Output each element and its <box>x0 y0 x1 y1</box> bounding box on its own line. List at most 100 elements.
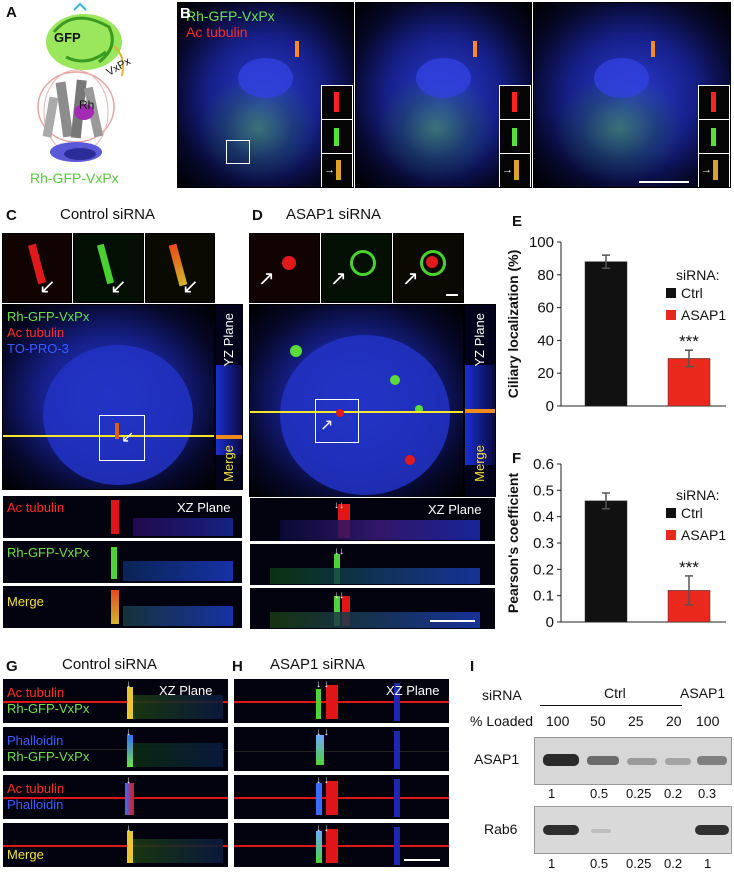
panel-h-xz-label: XZ Plane <box>386 683 440 698</box>
panel-b-image-3: → <box>533 2 731 188</box>
chart-e-legend-title: siRNA: <box>676 267 720 283</box>
panel-h-strip-2: ↓ ↓ <box>233 726 450 772</box>
blot-rab6-quant-1: 1 <box>548 856 556 871</box>
panel-c-inset-merge: ↙ <box>145 233 215 303</box>
chart-f-y-tick-label: 0 <box>546 614 554 631</box>
chart-e-legend-label-ctrl: Ctrl <box>681 285 703 301</box>
panel-g-strip-4-label: Merge <box>7 847 44 862</box>
blot-asap1-image <box>534 737 732 785</box>
panel-d-xz-label: XZ Plane <box>428 502 482 517</box>
panel-letter-d: D <box>252 207 263 224</box>
gfp-domain-label: GFP <box>54 30 81 45</box>
panel-c-strip-2-label: Rh-GFP-VxPx <box>7 545 90 560</box>
panel-d-yz-label: YZ Plane <box>472 313 487 367</box>
blot-asap1-quant-5: 0.3 <box>698 786 717 801</box>
blot-asap1-quant-1: 1 <box>548 786 556 801</box>
panel-letter-b: B <box>180 5 191 22</box>
scale-bar <box>404 859 440 861</box>
panel-d-strip-3: ↓↓ <box>249 587 496 630</box>
panel-d-inset-red: ↗ <box>249 233 320 303</box>
blot-loaded-row-label: % Loaded <box>470 713 534 729</box>
panel-c-main-image: ↙ Rh-GFP-VxPx Ac tubulin TO-PRO-3 <box>2 304 215 490</box>
panel-d-inset-merge: ↗ <box>393 233 464 303</box>
chart-f-y-tick-label: 0.3 <box>533 535 554 552</box>
panel-c-yz-image: YZ Plane Merge <box>215 304 243 490</box>
panel-d-strip-1: ↓↓ XZ Plane <box>249 497 496 542</box>
panel-b-label-actubulin: Ac tubulin <box>186 24 248 40</box>
blot-rab6-image <box>534 806 732 854</box>
panel-d-strip-2: ↓↓ <box>249 543 496 586</box>
panel-c-merge-side-label: Merge <box>221 445 236 482</box>
protein-structure-illustration: GFP VxPx Rh <box>14 2 164 187</box>
chart-f-y-tick-label: 0.5 <box>533 482 554 499</box>
blot-loaded-lane-5: 100 <box>696 713 720 729</box>
panel-b-label-construct: Rh-GFP-VxPx <box>186 8 275 24</box>
blot-rab6-quant-5: 1 <box>704 856 712 871</box>
chart-f-y-tick-label: 0.4 <box>533 509 554 526</box>
panel-c-inset-green: ↙ <box>73 233 144 303</box>
blot-loaded-lane-4: 20 <box>666 713 682 729</box>
panel-letter-f: F <box>512 450 522 467</box>
chart-f-significance: *** <box>679 558 699 577</box>
panel-d-main-image: ↗ <box>249 304 464 498</box>
panel-b-image-1: → Rh-GFP-VxPx Ac tubulin <box>177 2 354 188</box>
panel-a-construct-label: Rh-GFP-VxPx <box>30 170 119 186</box>
chart-f-legend-label-asap1: ASAP1 <box>681 527 726 543</box>
rh-label: Rh <box>79 98 95 112</box>
panel-letter-h: H <box>232 658 243 675</box>
blot-asap1-header: ASAP1 <box>680 685 726 701</box>
panel-g-strip-1-label-b: Rh-GFP-VxPx <box>7 701 90 716</box>
chart-e-bar-ctrl <box>584 261 628 407</box>
panel-f-bar-chart: 0 0.1 0.2 0.3 0.4 0.5 0.6 Pearson's coefficient… <box>505 456 726 631</box>
panel-g-strip-4: ↓ Merge <box>2 822 229 868</box>
panel-g-strip-1-label-a: Ac tubulin <box>7 685 65 700</box>
panel-e-bar-chart: 0 20 40 60 80 100 Ciliary localization (%) *** s… <box>505 234 726 415</box>
panel-letter-g: G <box>6 658 18 675</box>
panel-b-image-2: → <box>355 2 532 188</box>
chart-e-legend-label-asap1: ASAP1 <box>681 307 726 323</box>
panel-b-inset-red <box>321 85 353 121</box>
blot-asap1-quant-2: 0.5 <box>590 786 609 801</box>
chart-f-legend-label-ctrl: Ctrl <box>681 505 703 521</box>
panel-g-strip-2-label-b: Rh-GFP-VxPx <box>7 749 90 764</box>
blot-loaded-lane-1: 100 <box>546 713 570 729</box>
blot-sirna-row-label: siRNA <box>482 687 522 703</box>
chart-e-legend-swatch-asap1 <box>666 310 676 320</box>
blot-rab6-quant-4: 0.2 <box>664 856 683 871</box>
chart-e-legend-swatch-ctrl <box>666 288 676 298</box>
panel-g-strip-3: ↓ Ac tubulin Phalloidin <box>2 774 229 820</box>
chart-e-y-axis-label: Ciliary localization (%) <box>505 250 521 399</box>
panel-c-label-actubulin: Ac tubulin <box>7 325 65 340</box>
panel-letter-a: A <box>6 4 17 21</box>
panel-g-strip-2: ↓ Phalloidin Rh-GFP-VxPx <box>2 726 229 772</box>
panel-g-strip-1: ↓ Ac tubulin Rh-GFP-VxPx XZ Plane <box>2 678 229 724</box>
blot-ctrl-underline <box>540 705 682 706</box>
chart-e-y-tick-label: 80 <box>537 267 554 284</box>
blot-ctrl-header: Ctrl <box>604 685 626 701</box>
chart-f-y-tick-label: 0.2 <box>533 561 554 578</box>
panel-g-title: Control siRNA <box>62 656 158 673</box>
panel-h-strip-4: ↓ ↓ <box>233 822 450 868</box>
panel-d-merge-side-label: Merge <box>472 445 487 482</box>
panel-h-title: ASAP1 siRNA <box>270 656 366 673</box>
panel-c-strip-2: Rh-GFP-VxPx <box>2 540 243 584</box>
panel-d-yz-image: YZ Plane Merge <box>464 304 496 498</box>
panel-c-inset-red: ↙ <box>2 233 72 303</box>
panel-d-inset-green: ↗ <box>321 233 392 303</box>
panel-d-title: ASAP1 siRNA <box>286 206 382 223</box>
scale-bar <box>639 181 689 183</box>
panel-g-strip-2-label-a: Phalloidin <box>7 733 64 748</box>
panel-g-strip-3-label-a: Ac tubulin <box>7 781 65 796</box>
panel-c-strip-3: Merge <box>2 585 243 629</box>
chart-e-y-tick-label: 100 <box>529 234 554 251</box>
panel-g-xz-label: XZ Plane <box>159 683 213 698</box>
chart-e-significance: *** <box>679 332 699 351</box>
chart-f-y-axis-label: Pearson's coefficient <box>505 473 521 614</box>
panel-c-strip-1: Ac tubulin XZ Plane <box>2 495 243 539</box>
panel-letter-e: E <box>512 213 523 230</box>
panel-c-xz-label: XZ Plane <box>177 500 231 515</box>
blot-loaded-lane-3: 25 <box>628 713 644 729</box>
blot-rab6-quant-2: 0.5 <box>590 856 609 871</box>
panel-c-strip-1-label: Ac tubulin <box>7 500 65 515</box>
chart-f-y-tick-label: 0.6 <box>533 456 554 473</box>
